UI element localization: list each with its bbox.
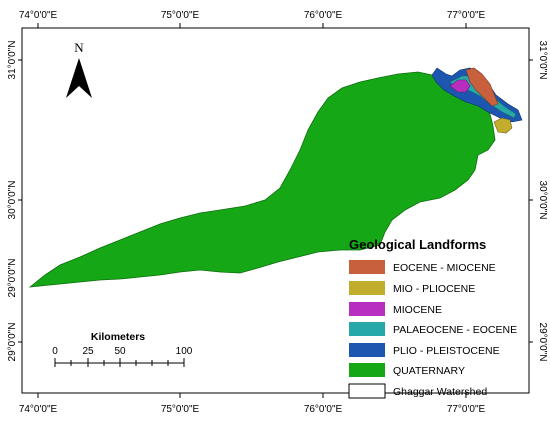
- scale-bar-ticks: [54, 358, 185, 367]
- legend-swatch-quaternary: [349, 363, 385, 377]
- right-tick-label-2: 30°0'0"N: [537, 181, 548, 220]
- top-tick-label-4: 77°0'0"E: [447, 10, 486, 21]
- right-tick-label-3: 29°0'0"N: [537, 323, 548, 362]
- north-arrow: N: [66, 40, 92, 98]
- north-arrow-label: N: [74, 40, 84, 55]
- legend-label-quaternary: QUATERNARY: [393, 365, 465, 377]
- quaternary-region: [28, 71, 496, 288]
- legend: Geological Landforms EOCENE - MIOCENE MI…: [348, 237, 517, 399]
- scale-label-50: 50: [114, 346, 126, 357]
- right-tick-label-1: 31°0'0"N: [537, 41, 548, 80]
- bottom-tick-label-3: 76°0'0"E: [304, 404, 343, 415]
- legend-swatch-palaeocene-eocene: [349, 322, 385, 336]
- legend-label-ghaggar-watershed: Ghaggar Watershed: [393, 386, 487, 398]
- left-tick-label-2: 30°0'0"N: [7, 181, 18, 220]
- legend-title: Geological Landforms: [349, 237, 486, 252]
- scale-label-0: 0: [52, 346, 58, 357]
- north-arrow-icon: [66, 58, 92, 98]
- scale-bar-title: Kilometers: [91, 331, 145, 343]
- legend-label-eocene-miocene: EOCENE - MIOCENE: [393, 262, 496, 274]
- mio-pliocene-region: [493, 117, 513, 134]
- top-tick-marks: [37, 23, 467, 28]
- legend-swatch-ghaggar-watershed: [348, 383, 386, 399]
- scale-label-100: 100: [176, 346, 193, 357]
- legend-label-mio-pliocene: MIO - PLIOCENE: [393, 283, 475, 295]
- bottom-tick-label-2: 75°0'0"E: [161, 404, 200, 415]
- legend-swatch-mio-pliocene: [349, 281, 385, 295]
- legend-label-plio-pleistocene: PLIO - PLEISTOCENE: [393, 345, 500, 357]
- legend-label-palaeocene-eocene: PALAEOCENE - EOCENE: [393, 324, 517, 336]
- eocene-miocene-region: [465, 67, 499, 107]
- scale-bar: Kilometers 0 25 50 100: [52, 331, 193, 367]
- bottom-tick-label-4: 77°0'0"E: [447, 404, 486, 415]
- bottom-tick-label-1: 74°0'0"E: [19, 404, 58, 415]
- side-tick-marks: [18, 59, 533, 343]
- scale-label-25: 25: [82, 346, 94, 357]
- top-tick-label-1: 74°0'0"E: [19, 10, 58, 21]
- legend-label-miocene: MIOCENE: [393, 304, 442, 316]
- left-tick-label-3: 29°0'0"N: [7, 259, 18, 298]
- legend-swatch-eocene-miocene: [349, 260, 385, 274]
- left-tick-label-1: 31°0'0"N: [7, 41, 18, 80]
- legend-swatch-miocene: [349, 302, 385, 316]
- top-tick-label-3: 76°0'0"E: [304, 10, 343, 21]
- bottom-tick-marks: [37, 393, 467, 398]
- top-tick-label-2: 75°0'0"E: [161, 10, 200, 21]
- left-tick-label-4: 29°0'0"N: [7, 323, 18, 362]
- legend-swatch-plio-pleistocene: [349, 343, 385, 357]
- miocene-region: [449, 79, 471, 93]
